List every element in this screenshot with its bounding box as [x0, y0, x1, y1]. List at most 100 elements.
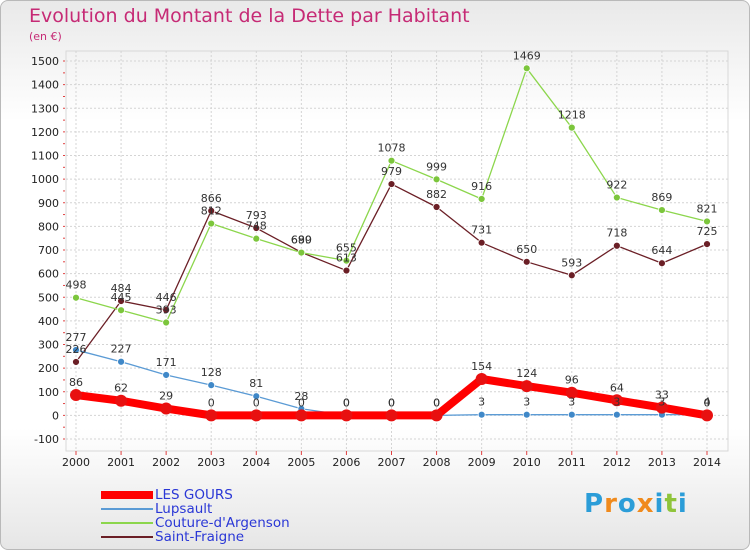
x-tick-label: 2007: [378, 456, 406, 469]
data-label-couture-d-argenson: 916: [471, 180, 492, 193]
data-label-lupsault: 0: [388, 396, 395, 409]
logo-letter: t: [664, 489, 678, 519]
legend-label-saint-fraigne: Saint-Fraigne: [155, 529, 245, 545]
legend-swatch-lupsault: [101, 508, 153, 510]
data-point-les-gours: [430, 409, 443, 422]
chart-title: Evolution du Montant de la Dette par Hab…: [29, 5, 470, 27]
data-point-couture-d-argenson: [72, 293, 80, 302]
data-label-couture-d-argenson: 445: [111, 291, 132, 304]
x-tick-label: 2014: [693, 456, 721, 469]
data-label-saint-fraigne: 484: [111, 282, 132, 295]
data-point-saint-fraigne: [162, 306, 171, 314]
data-label-les-gours: 86: [69, 376, 83, 389]
y-tick-label: 1100: [31, 150, 59, 163]
data-point-lupsault: [72, 346, 80, 354]
data-point-lupsault: [522, 410, 531, 419]
data-label-les-gours: 0: [298, 396, 305, 409]
legend-item-couture-d-argenson: Couture-d'Argenson: [101, 516, 290, 530]
data-point-saint-fraigne: [387, 180, 396, 188]
data-point-lupsault: [162, 371, 171, 379]
y-tick-label: 600: [38, 268, 59, 281]
data-point-couture-d-argenson: [387, 156, 396, 165]
data-label-les-gours: 0: [433, 396, 440, 409]
y-tick-label: 500: [38, 291, 59, 304]
data-label-saint-fraigne: 725: [697, 225, 718, 238]
x-tick-label: 2005: [287, 456, 315, 469]
data-label-lupsault: 171: [156, 356, 177, 369]
data-point-couture-d-argenson: [207, 219, 216, 228]
y-tick-label: 700: [38, 244, 59, 257]
x-tick-label: 2003: [197, 456, 225, 469]
data-label-couture-d-argenson: 999: [426, 160, 447, 173]
data-label-les-gours: 29: [159, 390, 173, 403]
x-tick-label: 2002: [152, 456, 180, 469]
data-label-les-gours: 0: [208, 396, 215, 409]
data-point-les-gours: [70, 389, 82, 402]
data-point-saint-fraigne: [477, 238, 486, 247]
data-point-couture-d-argenson: [252, 234, 261, 243]
data-label-saint-fraigne: 718: [606, 227, 627, 240]
data-point-les-gours: [115, 394, 128, 407]
data-label-saint-fraigne: 446: [156, 291, 177, 304]
data-label-couture-d-argenson: 655: [336, 242, 357, 255]
legend-item-les-gours: LES GOURS: [101, 488, 233, 502]
x-tick-label: 2013: [648, 456, 676, 469]
data-label-les-gours: 0: [343, 396, 350, 409]
data-point-les-gours: [565, 386, 578, 399]
data-point-saint-fraigne: [703, 240, 711, 248]
data-point-les-gours: [610, 394, 623, 407]
logo-letter: i: [654, 489, 665, 519]
data-label-saint-fraigne: 793: [246, 209, 267, 222]
legend-label-couture-d-argenson: Couture-d'Argenson: [155, 515, 290, 531]
data-label-saint-fraigne: 866: [201, 192, 222, 205]
x-tick-label: 2008: [423, 456, 451, 469]
data-label-couture-d-argenson: 1218: [558, 109, 586, 122]
y-tick-label: 100: [38, 386, 59, 399]
y-tick-label: 400: [38, 315, 59, 328]
data-point-saint-fraigne: [72, 358, 80, 366]
legend-item-saint-fraigne: Saint-Fraigne: [101, 530, 244, 544]
chart-unit: (en €): [29, 30, 62, 43]
y-tick-label: 1200: [31, 126, 59, 139]
data-point-saint-fraigne: [658, 259, 666, 268]
y-tick-label: 0: [52, 409, 59, 422]
data-label-lupsault: 277: [66, 331, 87, 344]
data-point-couture-d-argenson: [567, 123, 576, 132]
data-label-saint-fraigne: 650: [516, 243, 537, 256]
x-tick-label: 2000: [62, 456, 90, 469]
data-label-les-gours: 154: [471, 360, 492, 373]
data-point-lupsault: [567, 410, 576, 419]
x-tick-label: 2006: [332, 456, 360, 469]
data-point-saint-fraigne: [207, 206, 216, 215]
data-point-saint-fraigne: [567, 271, 576, 280]
proxiti-logo: Proxiti: [584, 489, 688, 519]
data-label-couture-d-argenson: 748: [246, 220, 267, 233]
data-point-lupsault: [612, 410, 621, 419]
data-label-couture-d-argenson: 1469: [513, 49, 541, 62]
x-tick-label: 2004: [242, 456, 270, 469]
data-label-couture-d-argenson: 922: [606, 179, 627, 192]
y-tick-label: -100: [34, 433, 59, 446]
data-label-saint-fraigne: 882: [426, 188, 447, 201]
data-label-lupsault: 81: [249, 377, 263, 390]
data-label-lupsault: 3: [523, 396, 530, 409]
data-label-lupsault: 3: [613, 396, 620, 409]
data-point-les-gours: [295, 409, 308, 422]
data-label-lupsault: 28: [294, 390, 308, 403]
data-label-saint-fraigne: 979: [381, 165, 402, 178]
data-point-les-gours: [205, 409, 218, 422]
data-label-couture-d-argenson: 812: [201, 205, 222, 218]
data-label-saint-fraigne: 593: [561, 256, 582, 269]
data-label-lupsault: 128: [201, 366, 222, 379]
data-point-saint-fraigne: [522, 257, 531, 266]
data-label-les-gours: 62: [114, 382, 128, 395]
legend-label-lupsault: Lupsault: [155, 501, 213, 517]
x-tick-label: 2009: [468, 456, 496, 469]
data-point-les-gours: [520, 380, 533, 393]
legend-swatch-les-gours: [101, 491, 153, 499]
data-label-les-gours: 96: [565, 374, 579, 387]
data-label-lupsault: 227: [111, 343, 132, 356]
y-tick-label: 1400: [31, 79, 59, 92]
data-point-les-gours: [250, 409, 263, 422]
